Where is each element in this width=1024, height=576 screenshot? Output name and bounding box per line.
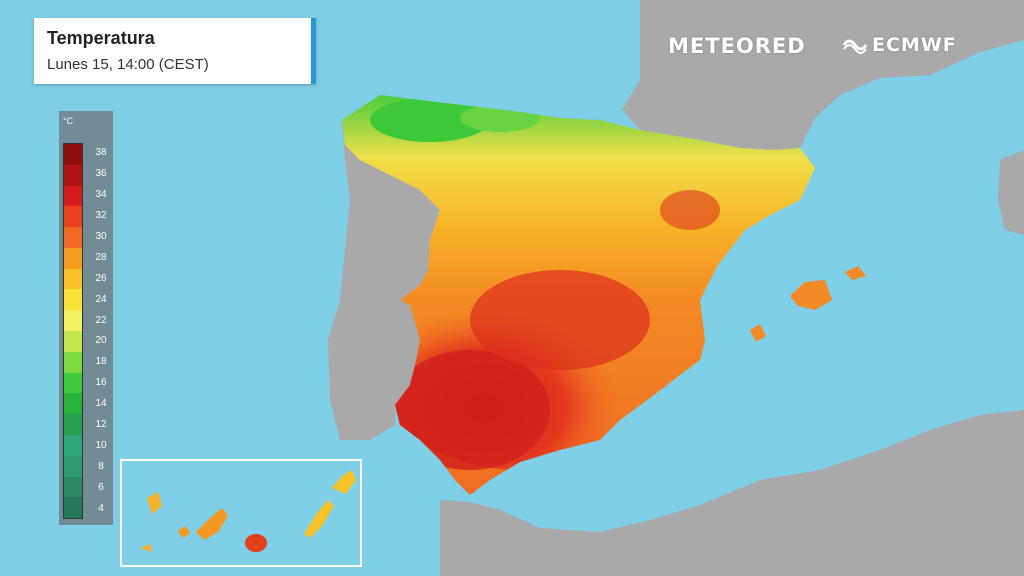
ecmwf-label: ECMWF bbox=[872, 34, 957, 56]
legend-swatch bbox=[64, 310, 82, 332]
legend-tick-label: 8 bbox=[98, 460, 104, 472]
legend-tick-label: 26 bbox=[95, 272, 107, 284]
canary-inset-frame bbox=[120, 459, 362, 567]
spain-temperature-field bbox=[342, 95, 815, 495]
legend-tick-label: 32 bbox=[95, 210, 107, 222]
africa-landmass bbox=[440, 410, 1024, 576]
legend-swatch bbox=[64, 393, 82, 415]
legend-tick-label: 22 bbox=[95, 314, 107, 326]
legend-tick-label: 4 bbox=[98, 502, 104, 514]
legend-swatch bbox=[64, 497, 82, 519]
legend-swatch bbox=[64, 414, 82, 435]
temperature-legend: °C 38 36 34 32 30 28 26 24 22 20 18 16 14 12 10 8 6 4 bbox=[59, 111, 113, 525]
balearic-islands bbox=[750, 266, 866, 342]
legend-tick-label: 36 bbox=[95, 168, 107, 180]
france-landmass bbox=[622, 0, 1024, 150]
legend-swatch bbox=[64, 476, 82, 498]
legend-swatch bbox=[64, 164, 82, 186]
legend-swatch bbox=[64, 227, 82, 248]
legend-swatch bbox=[64, 372, 82, 394]
legend-tick-label: 28 bbox=[95, 251, 107, 263]
legend-swatch bbox=[64, 289, 82, 311]
legend-tick-label: 12 bbox=[95, 419, 107, 430]
ecmwf-logo: ECMWF bbox=[842, 34, 957, 56]
canary-islands bbox=[140, 470, 356, 552]
legend-tick-label: 30 bbox=[95, 231, 107, 242]
legend-tick-label: 6 bbox=[98, 481, 104, 493]
legend-tick-label: 10 bbox=[95, 439, 107, 451]
legend-swatch bbox=[64, 247, 82, 269]
meteored-logo: METEORED bbox=[668, 34, 806, 58]
map-subtitle: Lunes 15, 14:00 (CEST) bbox=[47, 56, 209, 73]
legend-tick-label: 18 bbox=[95, 356, 107, 368]
ecmwf-swirl-icon bbox=[842, 39, 868, 54]
legend-swatch bbox=[64, 455, 82, 477]
legend-swatch bbox=[64, 351, 82, 373]
map-title: Temperatura bbox=[47, 28, 155, 48]
legend-swatch bbox=[64, 185, 82, 207]
legend-swatch bbox=[64, 331, 82, 352]
legend-swatch bbox=[64, 144, 82, 165]
legend-tick-label: 34 bbox=[95, 189, 107, 201]
legend-swatch bbox=[64, 434, 82, 456]
legend-swatch bbox=[64, 206, 82, 228]
legend-tick-label: 24 bbox=[95, 293, 107, 305]
sardinia-landmass bbox=[998, 150, 1024, 235]
legend-swatch bbox=[64, 268, 82, 290]
legend-tick-label: 16 bbox=[95, 377, 107, 389]
legend-tick-label: 20 bbox=[95, 335, 107, 347]
legend-color-bar bbox=[63, 143, 83, 519]
legend-unit: °C bbox=[63, 116, 74, 126]
legend-tick-label: 38 bbox=[95, 147, 107, 159]
legend-tick-label: 14 bbox=[95, 398, 107, 410]
portugal-landmass bbox=[328, 120, 440, 440]
title-panel: Temperatura Lunes 15, 14:00 (CEST) bbox=[34, 18, 316, 84]
